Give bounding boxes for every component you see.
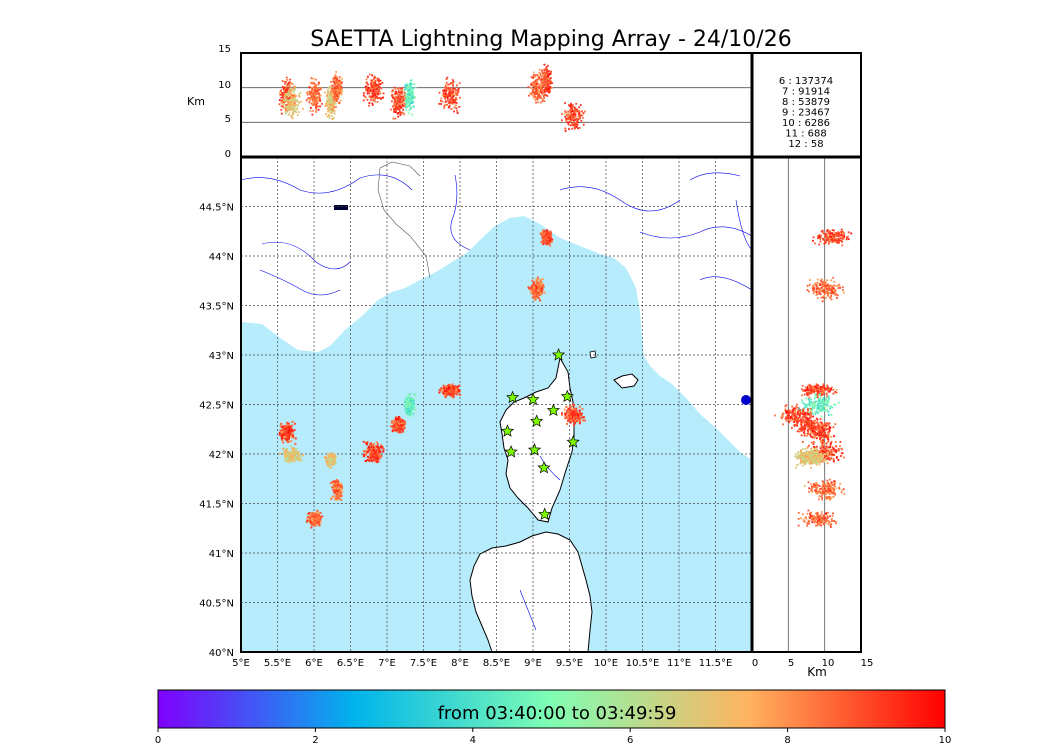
- lon-tick-label: 7°E: [378, 658, 396, 669]
- legend-entry: 6 : 137374: [779, 76, 833, 87]
- lat-tick-label: 43.5°N: [199, 302, 234, 313]
- top-ytick-5: 5: [225, 114, 231, 125]
- lon-tick-label: 9°E: [524, 658, 542, 669]
- lightning-cell: [329, 478, 344, 502]
- latitude-tick-labels: 40°N 40.5°N 41°N 41.5°N 42°N 42.5°N 43°N 43.5°N…: [199, 203, 234, 660]
- lightning-cell: [278, 420, 297, 445]
- lightning-cells: [278, 229, 586, 529]
- elba-island: [613, 373, 639, 389]
- top-ytick-10: 10: [218, 80, 231, 91]
- colorbar-tick-label: 2: [312, 735, 318, 746]
- colorbar-label: from 03:40:00 to 03:49:59: [438, 703, 677, 724]
- lightning-cell: [390, 416, 406, 434]
- map-panel: 5°E 5.5°E 6°E 6.5°E 7°E 7.5°E 8°E 8.5°E 9°E 9.5°E…: [199, 156, 753, 669]
- lat-tick-label: 40°N: [209, 648, 234, 659]
- station-star: [546, 403, 560, 417]
- colorbar-tick-label: 10: [939, 735, 952, 746]
- side-marker-dot: [741, 395, 751, 405]
- lon-tick-label: 6°E: [305, 658, 323, 669]
- lon-tick-label: 10°E: [594, 658, 618, 669]
- top-ytick-15: 15: [218, 44, 231, 55]
- lightning-cell: [323, 452, 337, 469]
- lat-tick-label: 41°N: [209, 549, 234, 560]
- lightning-cell: [527, 276, 546, 302]
- top-lightning-points: [278, 63, 586, 132]
- lat-tick-label: 42°N: [209, 450, 234, 461]
- colorbar-tick-label: 6: [627, 735, 633, 746]
- lat-tick-label: 44.5°N: [199, 203, 234, 214]
- station-star: [566, 435, 580, 448]
- sardinia-island: [469, 531, 593, 652]
- lon-tick-label: 9.5°E: [556, 658, 583, 669]
- river-lines: [241, 172, 752, 631]
- lon-tick-label: 7.5°E: [410, 658, 437, 669]
- giglio-island: [589, 350, 597, 359]
- station-star: [560, 389, 574, 403]
- legend-entry: 12 : 58: [788, 139, 823, 150]
- lat-tick-label: 41.5°N: [199, 500, 234, 511]
- station-star: [530, 414, 544, 427]
- lon-tick-label: 10.5°E: [626, 658, 660, 669]
- station-star: [527, 443, 542, 456]
- lightning-cell: [539, 229, 554, 247]
- legend-background: [752, 53, 861, 157]
- side-xtick-10: 10: [822, 658, 835, 669]
- station-star: [538, 507, 552, 520]
- station-star: [526, 392, 540, 406]
- colorbar-tick-label: 4: [470, 735, 476, 746]
- colorbar: from 03:40:00 to 03:49:59 0 2 4 6 8 10: [155, 689, 952, 746]
- lightning-cell: [438, 383, 461, 399]
- legend-entry: 8 : 53879: [782, 97, 830, 108]
- colorbar-gradient: [157, 689, 946, 729]
- station-star: [506, 390, 520, 404]
- side-xtick-5: 5: [788, 658, 794, 669]
- lon-tick-label: 11°E: [667, 658, 691, 669]
- legend-entry: 7 : 91914: [782, 87, 830, 98]
- stations: [500, 348, 580, 520]
- lon-tick-label: 11.5°E: [699, 658, 733, 669]
- lat-tick-label: 44°N: [209, 252, 234, 263]
- side-xtick-0: 0: [752, 658, 758, 669]
- lightning-cell: [362, 440, 385, 464]
- lightning-cell: [561, 403, 586, 427]
- legend-entry: 9 : 23467: [782, 108, 830, 119]
- lon-tick-label: 6.5°E: [337, 658, 364, 669]
- top-altitude-panel: Km 0 5 10 15: [187, 44, 752, 160]
- legend-entry: 10 : 6286: [782, 118, 830, 129]
- lat-tick-label: 43°N: [209, 351, 234, 362]
- station-star: [537, 460, 551, 474]
- top-ytick-0: 0: [225, 149, 231, 160]
- lightning-cell: [403, 393, 417, 418]
- side-xtick-15: 15: [861, 658, 874, 669]
- lake-shape: [334, 205, 348, 210]
- station-star: [500, 424, 515, 437]
- figure-title: SAETTA Lightning Mapping Array - 24/10/2…: [310, 27, 791, 52]
- longitude-tick-labels: 5°E 5.5°E 6°E 6.5°E 7°E 7.5°E 8°E 8.5°E 9°E 9.5°E…: [232, 658, 732, 669]
- lon-tick-label: 8.5°E: [483, 658, 510, 669]
- map-gridlines: [241, 157, 752, 652]
- lon-tick-label: 8°E: [451, 658, 469, 669]
- lightning-cell: [278, 445, 305, 463]
- side-altitude-panel: 0 5 10 15 Km: [741, 157, 873, 679]
- lon-tick-label: 5.5°E: [264, 658, 291, 669]
- side-lightning-points: [774, 228, 853, 528]
- lon-tick-label: 5°E: [232, 658, 250, 669]
- top-ylabel: Km: [187, 95, 205, 108]
- side-xlabel: Km: [807, 665, 827, 679]
- lat-tick-label: 42.5°N: [199, 401, 234, 412]
- colorbar-tick-label: 8: [784, 735, 790, 746]
- legend-entry: 11 : 688: [785, 129, 827, 140]
- panel-frames: [240, 52, 862, 653]
- station-star: [551, 348, 566, 361]
- lat-tick-label: 40.5°N: [199, 599, 234, 610]
- colorbar-tick-label: 0: [155, 735, 161, 746]
- lightning-cell: [305, 509, 324, 529]
- station-star: [504, 445, 518, 458]
